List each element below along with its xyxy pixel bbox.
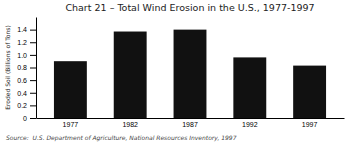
y-tick-label: 0.2 xyxy=(17,102,27,109)
y-tick-label: 1.2 xyxy=(17,39,27,46)
x-tick: 1977 xyxy=(63,121,79,128)
x-tick: 1982 xyxy=(122,121,138,128)
bar xyxy=(54,61,87,118)
y-tick-mark xyxy=(30,30,36,31)
bar xyxy=(174,30,207,118)
y-tick-label: 0 xyxy=(23,115,27,122)
y-tick-mark xyxy=(30,55,36,56)
bars xyxy=(54,30,326,118)
y-tick: 1.4 xyxy=(17,26,36,33)
y-tick-mark xyxy=(30,80,36,81)
y-axis: 0 0.2 0.4 0.6 0.8 1.0 1.2 1.4 xyxy=(17,18,36,122)
x-axis-line xyxy=(37,118,345,119)
y-tick-mark xyxy=(30,118,36,119)
x-tick: 1987 xyxy=(182,121,198,128)
bar xyxy=(233,57,266,118)
y-axis-line xyxy=(36,18,37,119)
x-axis: 1977 1982 1987 1992 1997 xyxy=(37,119,345,128)
y-tick: 1.0 xyxy=(17,52,36,59)
y-tick: 0.2 xyxy=(17,102,36,109)
y-tick: 0 xyxy=(23,115,36,122)
x-tick-label: 1977 xyxy=(63,121,79,128)
y-tick-label: 0.4 xyxy=(17,89,27,96)
bar xyxy=(114,32,147,118)
title: Chart 21 – Total Wind Erosion in the U.S… xyxy=(65,2,314,13)
x-tick-label: 1992 xyxy=(242,121,258,128)
y-tick: 0.6 xyxy=(17,77,36,84)
x-tick: 1997 xyxy=(302,121,318,128)
y-tick-mark xyxy=(30,93,36,94)
y-axis-title: Eroded Soil (Billions of Tons) xyxy=(4,25,11,110)
x-tick: 1992 xyxy=(242,121,258,128)
bar xyxy=(293,66,326,118)
y-tick-mark xyxy=(30,68,36,69)
y-tick-label: 1.0 xyxy=(17,52,27,59)
source-note: Source: U.S. Department of Agriculture, … xyxy=(6,134,237,142)
x-tick-label: 1997 xyxy=(302,121,318,128)
y-tick-mark xyxy=(30,42,36,43)
y-tick: 1.2 xyxy=(17,39,36,46)
y-tick-label: 0.8 xyxy=(17,64,27,71)
y-tick-label: 1.4 xyxy=(17,26,27,33)
y-tick: 0.4 xyxy=(17,89,36,96)
y-tick-mark xyxy=(30,105,36,106)
x-tick-label: 1987 xyxy=(182,121,198,128)
x-tick-label: 1982 xyxy=(122,121,138,128)
y-tick: 0.8 xyxy=(17,64,36,71)
chart: 00.20.40.60.81.01.21.4197719821987199219… xyxy=(0,0,352,143)
plot: 00.20.40.60.81.01.21.4197719821987199219… xyxy=(17,18,344,128)
y-tick-label: 0.6 xyxy=(17,77,27,84)
